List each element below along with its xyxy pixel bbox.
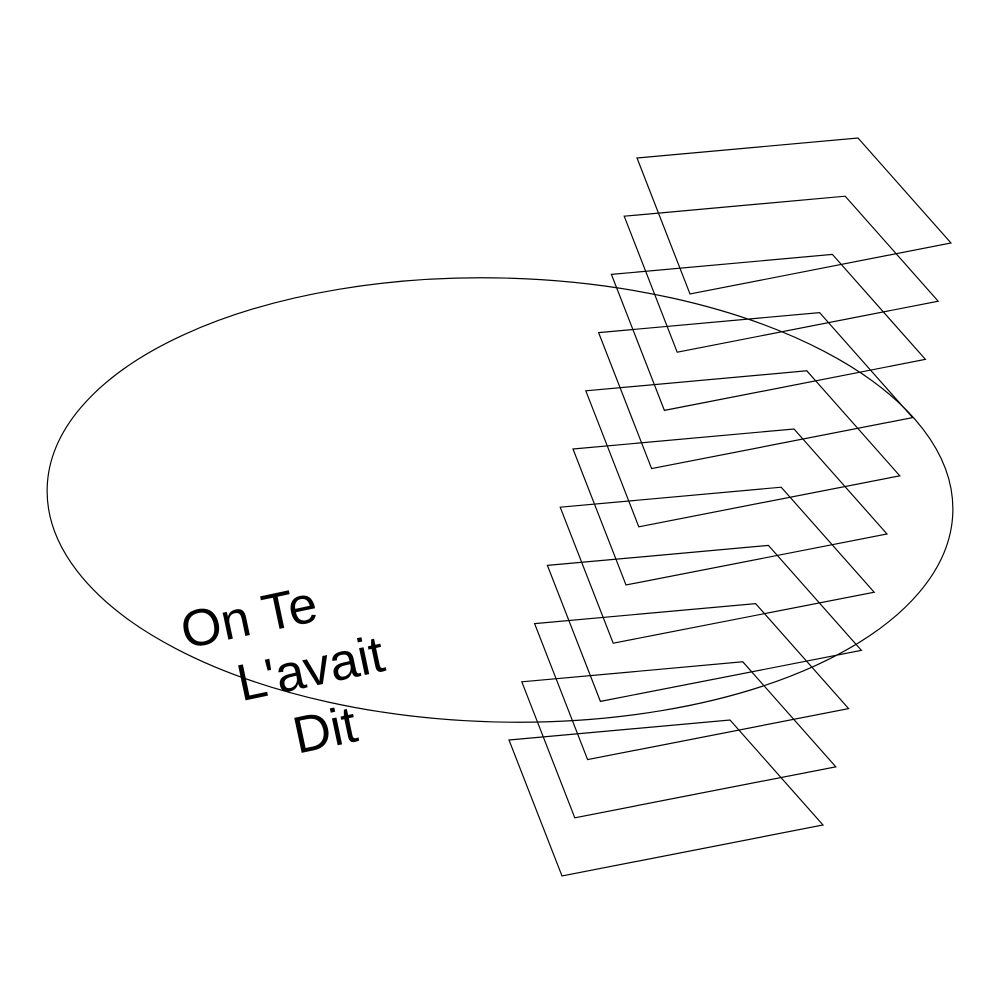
frame-outline-5 [584, 370, 901, 528]
stacked-frames [508, 137, 953, 877]
frame-outline-1 [636, 137, 953, 295]
frame-outline-11 [508, 719, 825, 877]
frame-outline-10 [520, 661, 837, 819]
frame-outline-9 [533, 602, 850, 761]
frame-outline-2 [623, 195, 940, 353]
ellipse-outline [46, 277, 954, 723]
frame-outline-8 [546, 544, 863, 703]
title-line-3: Dit [288, 695, 363, 765]
frame-outline-6 [572, 428, 889, 586]
frame-outline-3 [610, 253, 927, 412]
frame-outline-7 [559, 486, 876, 644]
frame-outline-4 [597, 311, 914, 470]
